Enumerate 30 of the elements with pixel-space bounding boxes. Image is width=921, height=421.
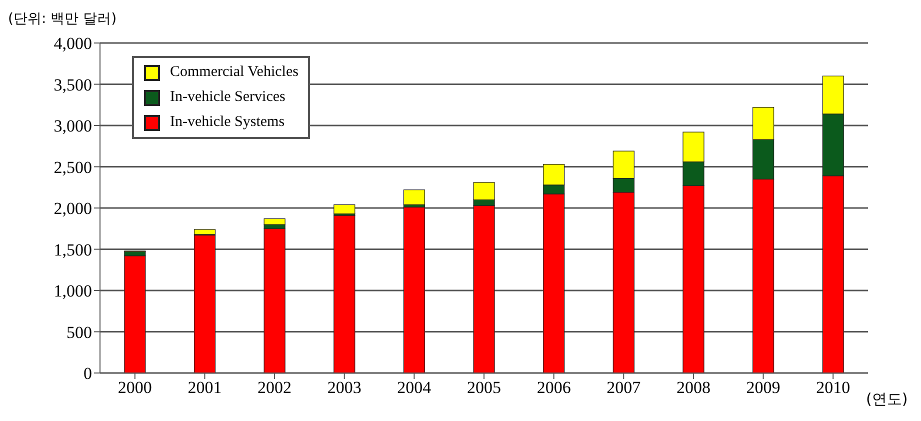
x-tick-label: 2005 xyxy=(467,378,501,398)
x-tick-label: 2007 xyxy=(606,378,642,398)
y-tick-label: 0 xyxy=(84,364,92,384)
x-tick-label: 2004 xyxy=(397,378,432,398)
x-tick-label: 2003 xyxy=(327,378,362,398)
bar xyxy=(403,190,426,205)
legend-label: Commercial Vehicles xyxy=(170,64,298,81)
y-tick-label: 3,000 xyxy=(54,116,92,136)
x-tick-label: 2002 xyxy=(258,378,292,398)
y-tick-label: 1,000 xyxy=(54,282,92,301)
bar xyxy=(403,206,426,373)
x-tick-label: 2009 xyxy=(746,378,780,398)
bar xyxy=(124,256,146,373)
x-tick-label: 2008 xyxy=(676,378,710,398)
x-tick-label: 2001 xyxy=(188,378,222,398)
y-tick-label: 1,500 xyxy=(54,240,92,260)
legend-label: In-vehicle Services xyxy=(170,89,286,106)
x-axis-title: (연도) xyxy=(866,390,908,409)
text: (단위: 백만 달러) xyxy=(8,10,117,28)
y-tick-label: 2,000 xyxy=(54,199,92,218)
y-tick-label: 2,500 xyxy=(54,158,92,177)
bar xyxy=(264,228,286,373)
legend-label: In-vehicle Systems xyxy=(170,114,285,131)
y-tick-label: 4,000 xyxy=(54,34,92,54)
x-tick-label: 2000 xyxy=(118,378,152,398)
bar xyxy=(264,218,286,225)
x-tick-label: 2010 xyxy=(816,378,850,398)
x-tick-label: 2006 xyxy=(536,378,571,398)
y-tick-label: 500 xyxy=(66,322,92,342)
y-tick-label: 3,500 xyxy=(54,75,92,94)
